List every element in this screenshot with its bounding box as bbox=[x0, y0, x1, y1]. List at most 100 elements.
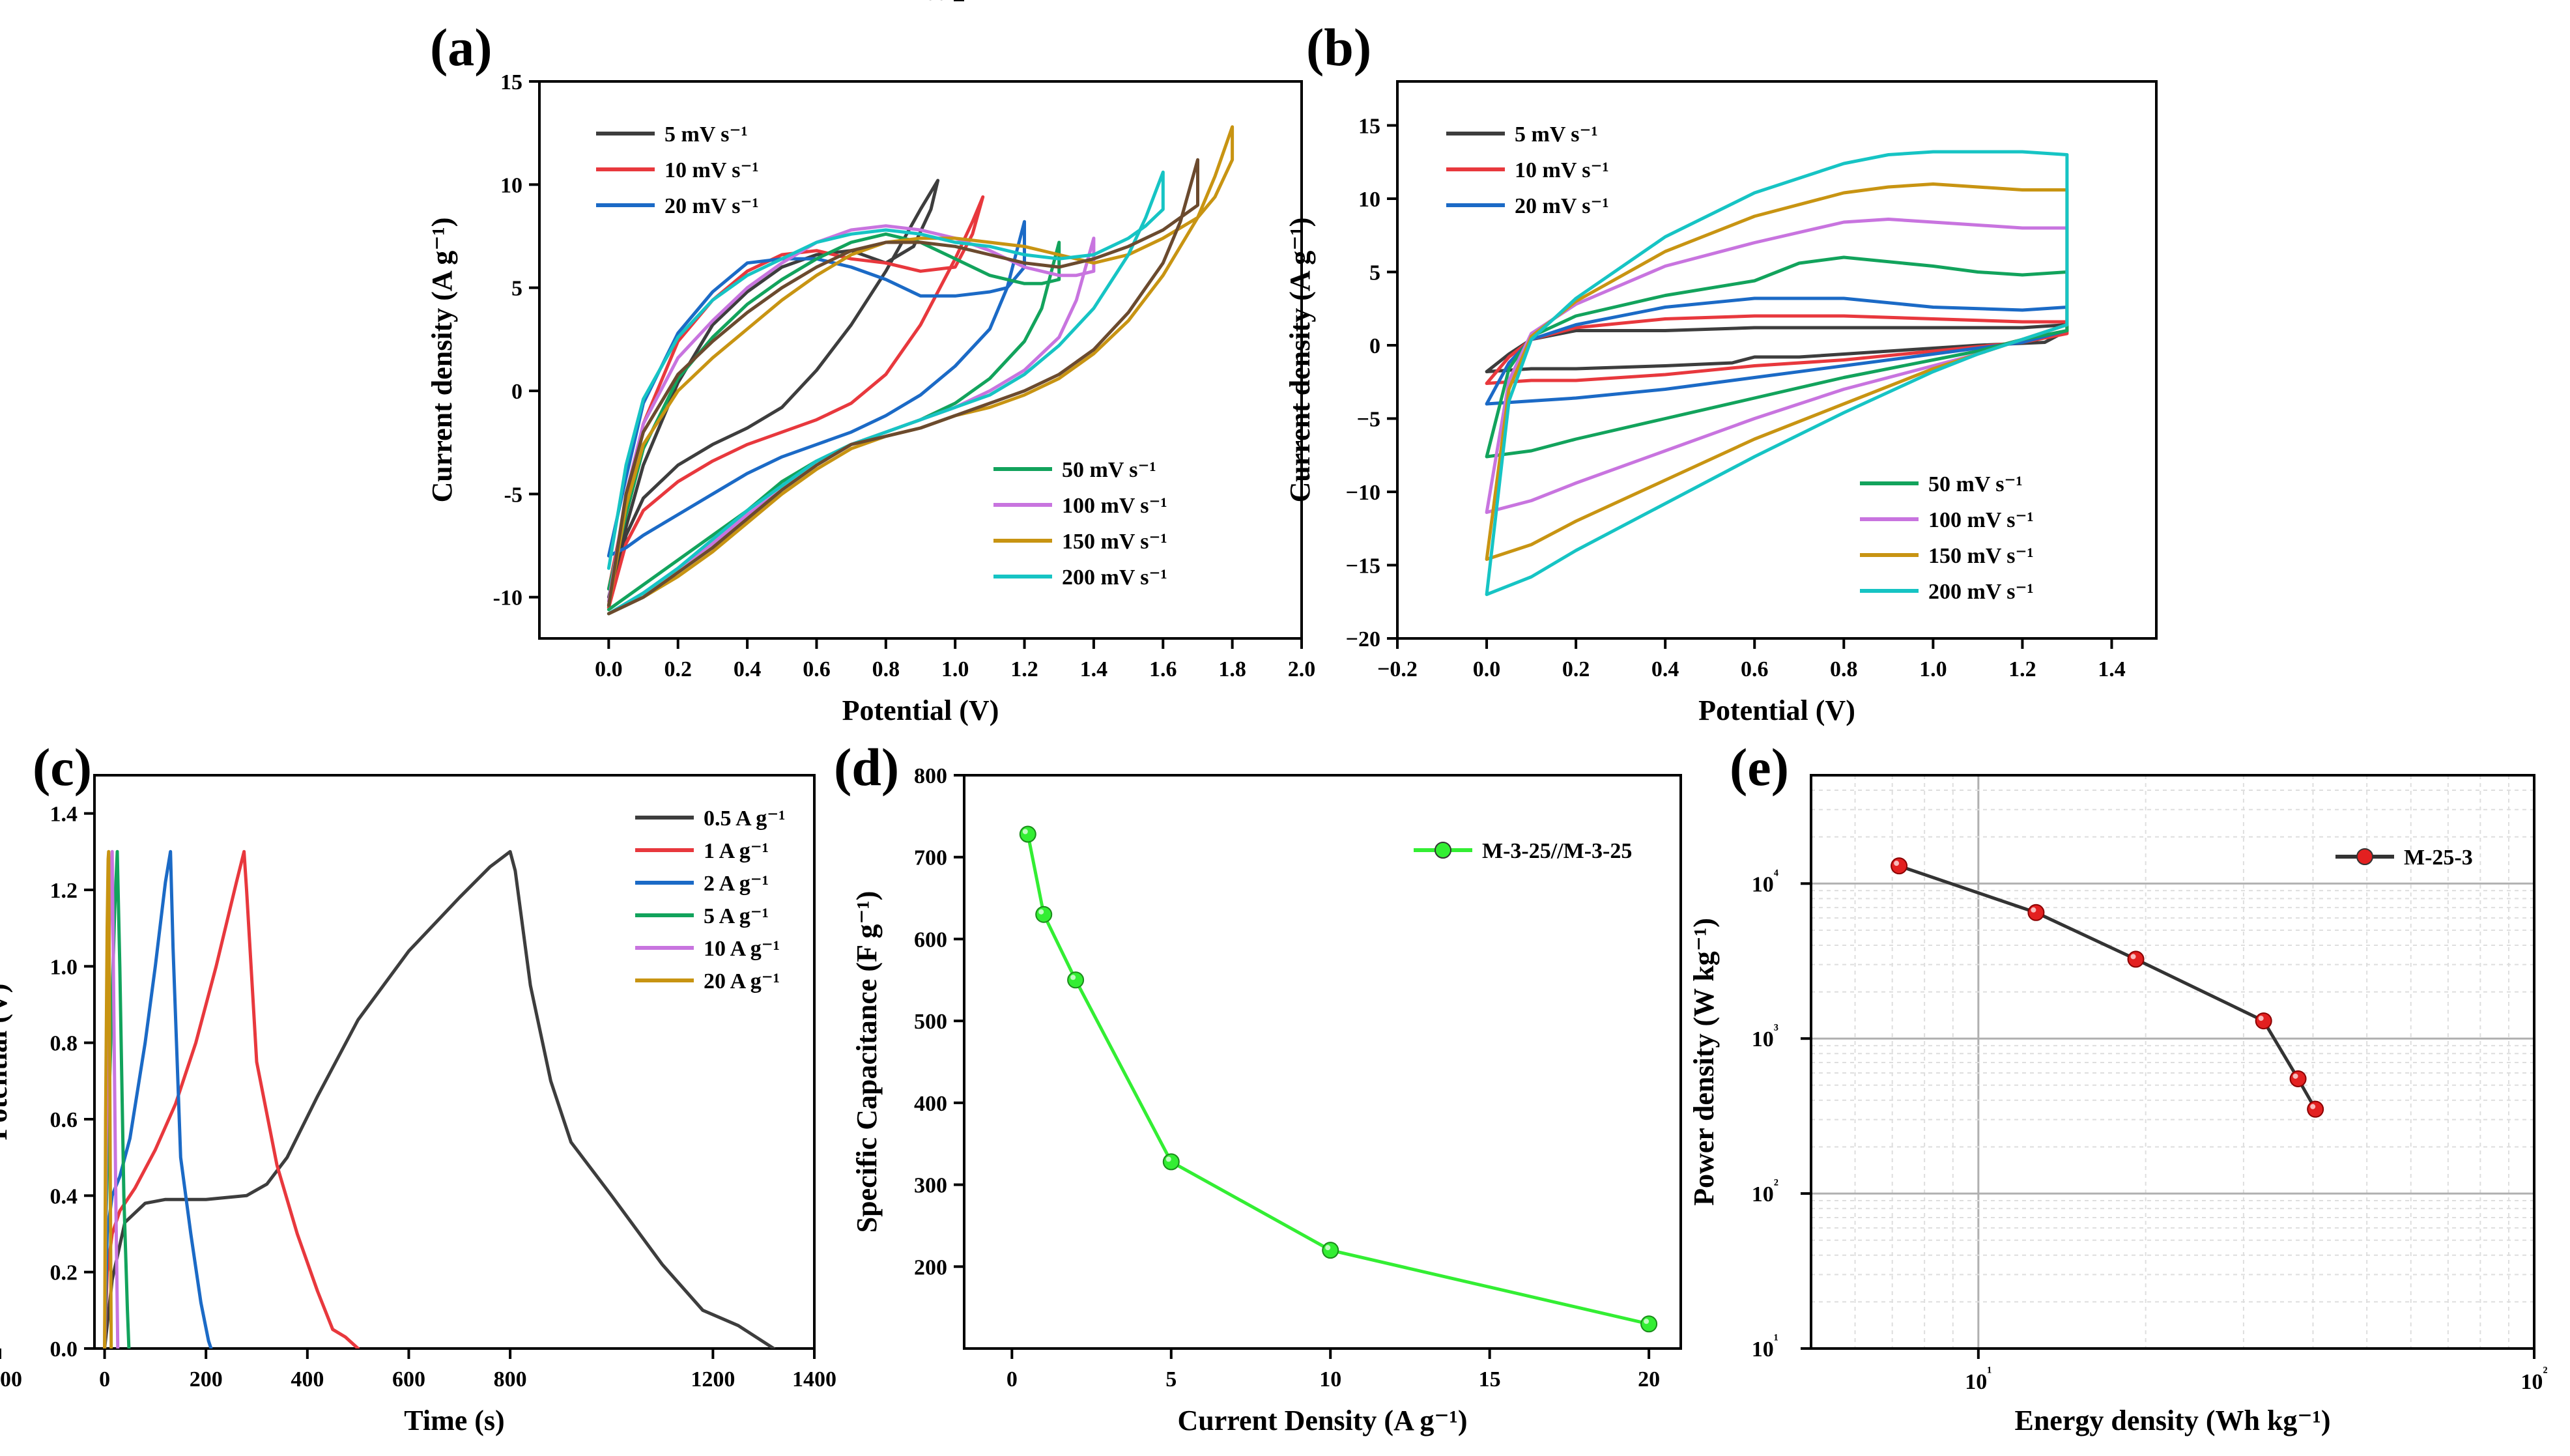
series-line bbox=[607, 220, 1026, 558]
x-tick-label: 15 bbox=[1479, 1367, 1501, 1392]
legend-label: 0.5 A g⁻¹ bbox=[704, 807, 785, 831]
series-line bbox=[1485, 255, 2069, 459]
y-tick-label: 0.8 bbox=[50, 1032, 78, 1056]
data-point bbox=[1067, 971, 1085, 989]
panel-b: (b) −0.2 0.0 0.2 0.4 0.6 0.8 1.0 1.2 1.4 −20 −15 −10… bbox=[1284, 18, 2158, 726]
plot-frame bbox=[93, 774, 816, 1350]
y-tick-label: 400 bbox=[914, 1092, 947, 1116]
x-tick-label: 1000 bbox=[0, 1367, 22, 1392]
x-tick-label: 1.4 bbox=[1080, 657, 1108, 681]
legend-label: 20 A g⁻¹ bbox=[704, 969, 780, 993]
x-tick-label: 800 bbox=[494, 1367, 527, 1392]
x-tick-label: 600 bbox=[392, 1367, 425, 1392]
legend: M-25-3 bbox=[2335, 846, 2473, 870]
legend-label: 50 mV s⁻¹ bbox=[1928, 472, 2023, 496]
legend-label: M-25-3 bbox=[2404, 846, 2473, 870]
series-line bbox=[103, 849, 113, 1349]
legend-label: 5 mV s⁻¹ bbox=[664, 122, 748, 147]
series-line bbox=[607, 125, 1235, 616]
plot-frame bbox=[963, 774, 1682, 1350]
legend-label: 50 mV s⁻¹ bbox=[1062, 458, 1156, 482]
legend-label: 2 A g⁻¹ bbox=[704, 872, 769, 896]
y-tick-label: 10¹ bbox=[1752, 1332, 1778, 1362]
series-group bbox=[103, 849, 776, 1349]
x-tick-label: 0.4 bbox=[734, 657, 762, 681]
legend-label: 100 mV s⁻¹ bbox=[1062, 494, 1167, 518]
series-group bbox=[1891, 857, 2324, 1118]
data-point bbox=[2027, 904, 2045, 921]
x-tick-label: 20 bbox=[1638, 1367, 1660, 1392]
y-tick-label: 1.0 bbox=[50, 955, 78, 979]
series-line bbox=[607, 158, 1199, 616]
x-tick-label: 0 bbox=[99, 1367, 110, 1392]
legend-label: 1 A g⁻¹ bbox=[704, 839, 769, 863]
x-tick-label: 0.0 bbox=[1473, 657, 1501, 681]
legend-label: 10 mV s⁻¹ bbox=[1515, 158, 1609, 182]
x-tick-label-base: 10 bbox=[2520, 1370, 2543, 1394]
data-point-highlight bbox=[1070, 975, 1076, 980]
x-tick-label: 0.6 bbox=[803, 657, 831, 681]
gridlines bbox=[1811, 775, 2534, 1349]
y-axis-title: Potential (V) bbox=[0, 984, 13, 1141]
x-axis-title: Potential (V) bbox=[842, 694, 999, 726]
series-line bbox=[103, 849, 776, 1349]
y-tick-label: 100 bbox=[914, 0, 947, 5]
y-axis-title: Current density (A g⁻¹) bbox=[1284, 218, 1316, 503]
y-tick-label: −5 bbox=[1357, 408, 1380, 432]
data-point bbox=[1019, 825, 1036, 843]
x-tick-label: 0.8 bbox=[872, 657, 900, 681]
x-tick-label: 1.2 bbox=[2008, 657, 2036, 681]
legend-marker bbox=[1435, 842, 1451, 859]
legend: 0.5 A g⁻¹ 1 A g⁻¹ 2 A g⁻¹ 5 A g⁻¹ 10 A g⁻¹ 20… bbox=[635, 807, 785, 993]
x-tick-label: 0.6 bbox=[1741, 657, 1769, 681]
data-point-highlight bbox=[2258, 1016, 2264, 1021]
plot-frame bbox=[1810, 774, 2535, 1350]
x-axis-title: Current Density (A g⁻¹) bbox=[1177, 1405, 1467, 1436]
y-tick-label: -5 bbox=[504, 483, 522, 507]
y-tick-label: 10 bbox=[500, 173, 522, 197]
plot-frame bbox=[1396, 80, 2158, 640]
series-group bbox=[1019, 825, 1658, 1333]
data-point-highlight bbox=[2292, 1073, 2298, 1079]
data-point-highlight bbox=[1894, 861, 1900, 866]
y-axis-title: Specific Capacitance (F g⁻¹) bbox=[851, 891, 883, 1233]
legend-label: 200 mV s⁻¹ bbox=[1928, 580, 2034, 604]
data-point bbox=[1891, 857, 1908, 875]
y-tick-label: 15 bbox=[500, 70, 522, 94]
y-tick-label-exp: ¹ bbox=[1774, 1332, 1778, 1349]
series-line bbox=[607, 178, 940, 609]
data-point bbox=[1035, 906, 1053, 923]
legend-label: M-3-25//M-3-25 bbox=[1482, 839, 1632, 863]
y-tick-label: 700 bbox=[914, 846, 947, 870]
x-tick-label: 0.2 bbox=[664, 657, 692, 681]
data-point-highlight bbox=[2130, 954, 2136, 960]
x-tick-label: −0.2 bbox=[1377, 657, 1418, 681]
x-tick-label: 10¹ bbox=[1965, 1364, 1992, 1394]
series-line bbox=[1485, 218, 2069, 514]
x-tick-label: 10 bbox=[1319, 1367, 1341, 1392]
series-group bbox=[1485, 150, 2069, 596]
y-tick-label: 200 bbox=[914, 1255, 947, 1279]
x-tick-label: 0.8 bbox=[1830, 657, 1858, 681]
legend: 50 mV s⁻¹ 100 mV s⁻¹ 150 mV s⁻¹ 200 mV s⁻¹ bbox=[1860, 472, 2034, 604]
y-tick-label: 1.4 bbox=[50, 803, 78, 827]
x-tick-label: 2.0 bbox=[1288, 657, 1316, 681]
y-tick-label-base: 10 bbox=[1752, 872, 1774, 896]
data-point-highlight bbox=[1325, 1245, 1331, 1251]
y-axis-title: Power density (W kg⁻¹) bbox=[1688, 918, 1720, 1206]
x-tick-label: 0.0 bbox=[595, 657, 623, 681]
x-tick-label: 10² bbox=[2520, 1364, 2547, 1394]
y-tick-label: 800 bbox=[914, 764, 947, 788]
y-tick-label: 15 bbox=[1358, 115, 1380, 139]
legend-label: 20 mV s⁻¹ bbox=[1515, 194, 1609, 218]
data-point-highlight bbox=[1165, 1156, 1171, 1162]
y-tick-label: 0 bbox=[1369, 334, 1380, 358]
y-tick-label: 300 bbox=[914, 1174, 947, 1198]
x-tick-label: 1.0 bbox=[941, 657, 969, 681]
x-tick-label: 0 bbox=[1007, 1367, 1018, 1392]
legend-label: 200 mV s⁻¹ bbox=[1062, 565, 1167, 590]
data-point-highlight bbox=[1644, 1319, 1649, 1324]
y-tick-label: 0 bbox=[511, 380, 522, 404]
